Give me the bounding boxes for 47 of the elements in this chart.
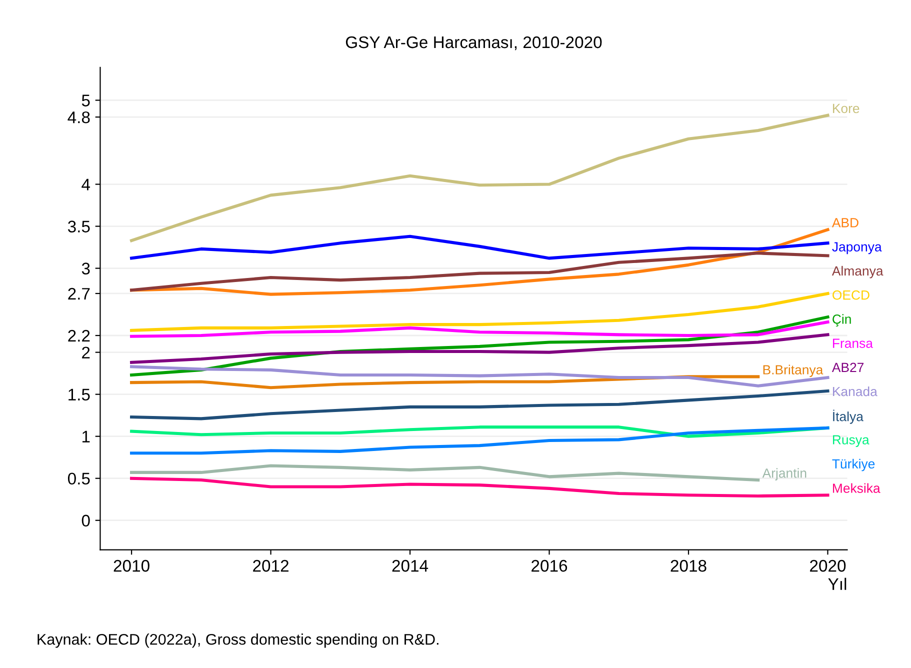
line-series bbox=[130, 426, 830, 455]
series-label: Arjantin bbox=[762, 468, 806, 480]
series-label: Meksika bbox=[832, 483, 880, 493]
x-tick-label: 2010 bbox=[114, 560, 150, 572]
line-series bbox=[130, 252, 830, 292]
y-tick-label: 0 bbox=[82, 514, 90, 527]
y-tick-label: 3.5 bbox=[68, 220, 90, 232]
line-series bbox=[130, 464, 760, 482]
series-label: Kore bbox=[832, 104, 860, 114]
y-tick-label: 2 bbox=[82, 346, 90, 358]
x-axis-title: Yıl bbox=[828, 578, 846, 590]
y-tick-label: 2.7 bbox=[68, 288, 90, 300]
line-series bbox=[130, 114, 830, 242]
line-series bbox=[130, 426, 830, 438]
y-tick-label: 3 bbox=[82, 262, 90, 274]
y-tick-label: 1 bbox=[82, 430, 90, 442]
line-series bbox=[130, 320, 830, 338]
y-tick-label: 4 bbox=[82, 178, 90, 190]
y-tick-label: 0.5 bbox=[68, 472, 90, 485]
series-label: ABD bbox=[832, 218, 858, 228]
y-tick-label: 4.8 bbox=[68, 111, 90, 124]
series-label: Japonya bbox=[832, 242, 882, 254]
line-series bbox=[130, 234, 830, 260]
chart-title: GSY Ar-Ge Harcaması, 2010-2020 bbox=[346, 36, 602, 50]
series-label: Çin bbox=[832, 314, 851, 326]
y-tick-label: 2.2 bbox=[68, 330, 90, 342]
series-label: OECD bbox=[832, 290, 870, 300]
x-tick-label: 2016 bbox=[532, 560, 568, 572]
line-series bbox=[130, 365, 830, 388]
y-tick-label: 5 bbox=[82, 94, 90, 106]
series-label: Rusya bbox=[832, 435, 870, 448]
x-tick-label: 2018 bbox=[670, 560, 706, 572]
text: Türkiye bbox=[832, 458, 875, 472]
text: Kaynak: OECD (2022a), Gross domestic spending on R&D. bbox=[38, 634, 438, 648]
text: AB27 bbox=[832, 362, 864, 372]
series-label: Kanada bbox=[832, 386, 878, 396]
line-series bbox=[130, 333, 830, 364]
series-label: Fransa bbox=[832, 338, 873, 348]
line-series bbox=[130, 389, 830, 420]
series-label: B.Britanya bbox=[763, 364, 824, 378]
series-label: İtalya bbox=[833, 410, 864, 424]
x-tick-label: 2012 bbox=[253, 560, 288, 572]
y-tick-label: 1.5 bbox=[68, 388, 90, 401]
x-tick-label: 2014 bbox=[392, 560, 428, 572]
line-series bbox=[130, 292, 830, 332]
x-tick-label: 2020 bbox=[810, 560, 846, 572]
series-label: Almanya bbox=[832, 266, 884, 278]
